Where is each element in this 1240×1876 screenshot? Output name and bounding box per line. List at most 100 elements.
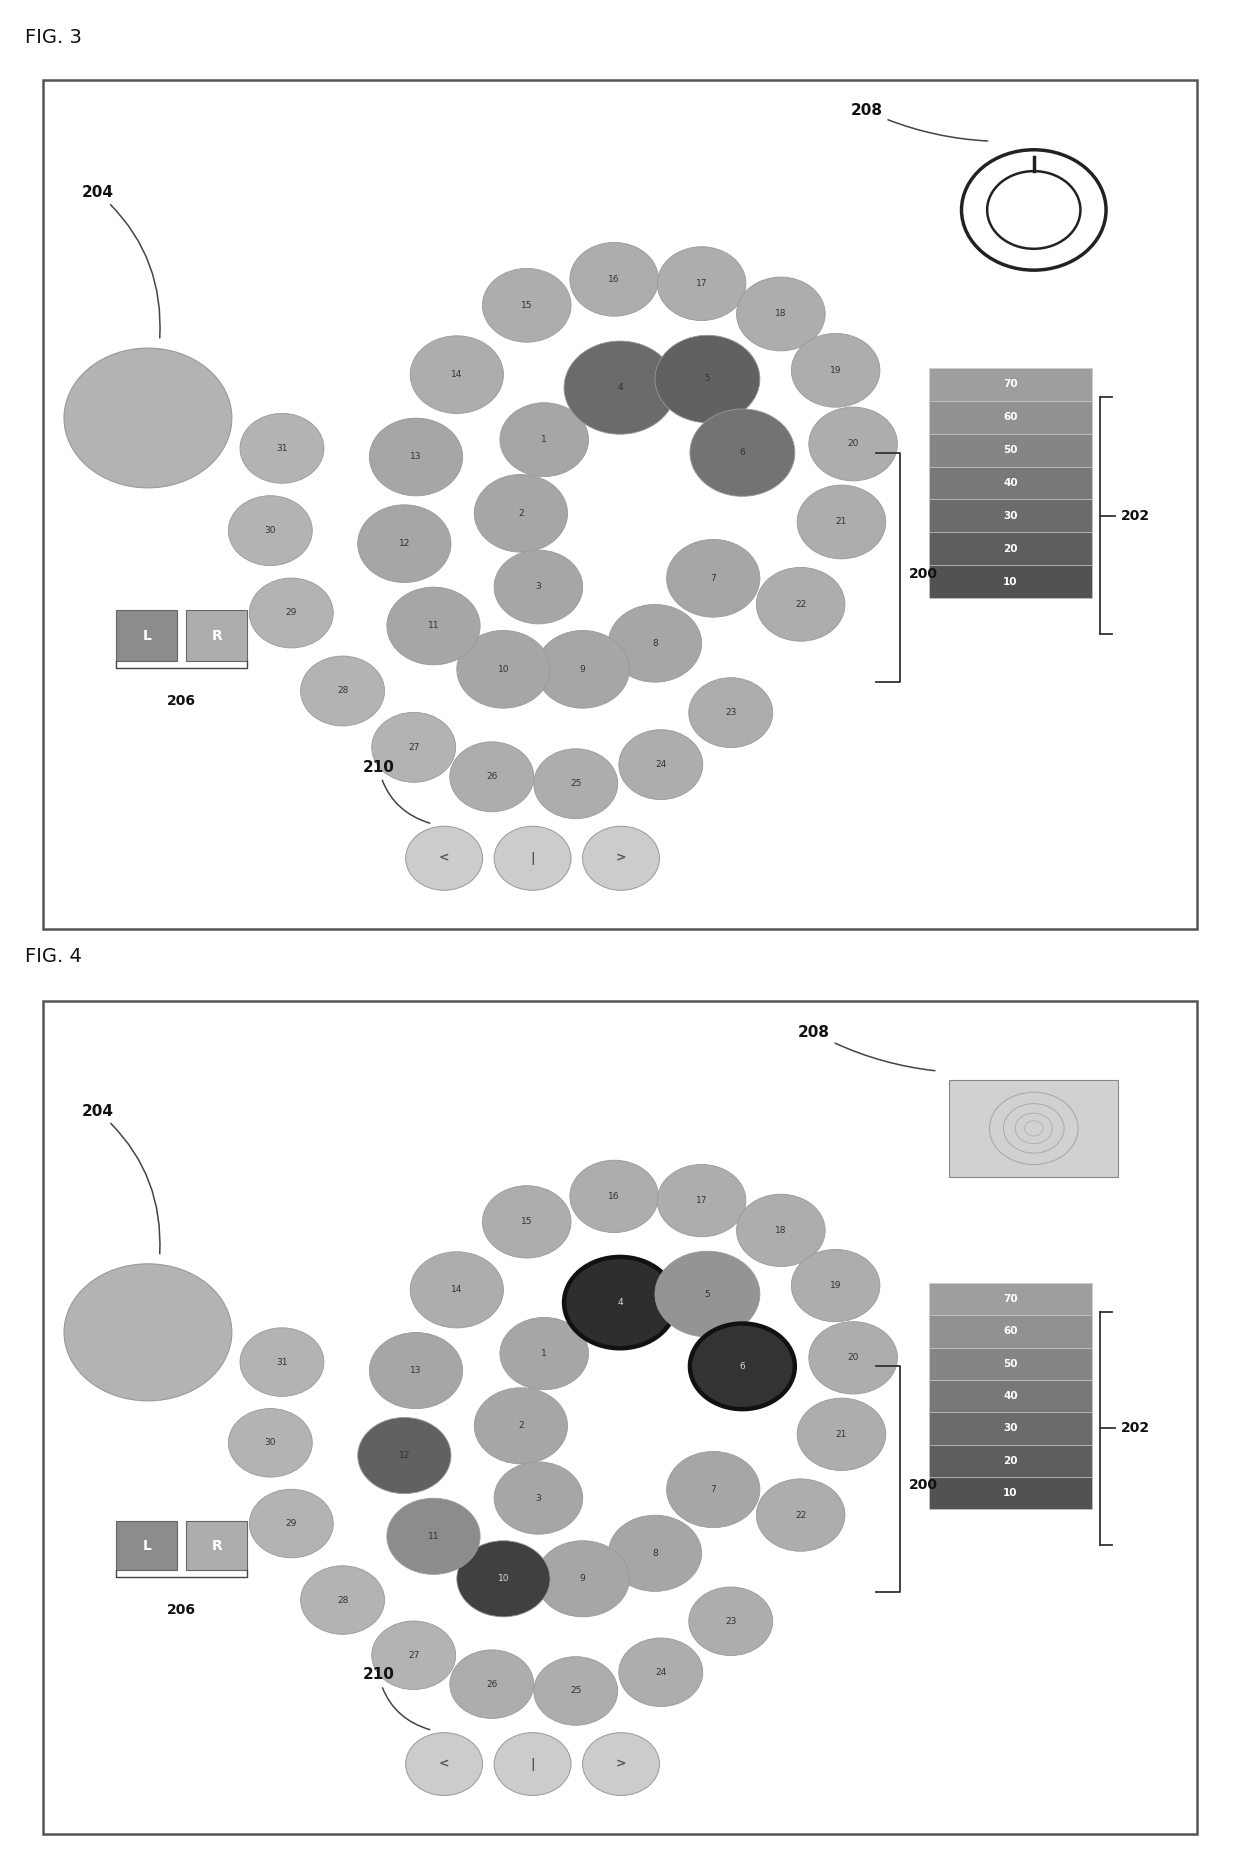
Ellipse shape (688, 677, 773, 749)
Text: 15: 15 (521, 1218, 532, 1227)
Bar (929, 1347, 1092, 1381)
Text: |: | (531, 852, 534, 865)
Text: 206: 206 (167, 1602, 196, 1617)
Text: 19: 19 (830, 1281, 842, 1291)
Text: 24: 24 (655, 760, 666, 769)
Ellipse shape (482, 1186, 572, 1259)
Text: FIG. 4: FIG. 4 (25, 947, 82, 966)
Bar (929, 1315, 1092, 1347)
Text: 50: 50 (1003, 445, 1018, 456)
Text: 8: 8 (652, 1550, 658, 1557)
Text: 3: 3 (536, 1493, 542, 1503)
Text: 10: 10 (1003, 576, 1018, 587)
Bar (186, 1521, 247, 1570)
Ellipse shape (410, 336, 503, 413)
Ellipse shape (474, 475, 568, 552)
Text: 25: 25 (570, 1687, 582, 1696)
Ellipse shape (533, 1657, 618, 1726)
Text: 30: 30 (264, 1439, 277, 1446)
Text: L: L (143, 628, 151, 642)
Bar (929, 1476, 1092, 1508)
Ellipse shape (456, 1540, 551, 1617)
Text: 208: 208 (797, 1024, 935, 1071)
Text: 26: 26 (486, 1679, 497, 1688)
Text: 204: 204 (82, 186, 160, 338)
Ellipse shape (372, 1621, 455, 1690)
Text: 22: 22 (795, 600, 806, 610)
Ellipse shape (405, 1733, 482, 1795)
Ellipse shape (450, 741, 533, 812)
Text: 60: 60 (1003, 1326, 1018, 1336)
Text: 9: 9 (580, 664, 585, 673)
Text: 20: 20 (1003, 1456, 1018, 1465)
Ellipse shape (688, 1587, 773, 1655)
Text: 20: 20 (1003, 544, 1018, 553)
Text: 210: 210 (362, 760, 430, 824)
Text: R: R (211, 628, 222, 642)
Text: <: < (439, 852, 449, 865)
Text: R: R (211, 1538, 222, 1553)
Ellipse shape (619, 1638, 703, 1707)
Text: 50: 50 (1003, 1358, 1018, 1369)
Text: 6: 6 (739, 448, 745, 458)
Text: 19: 19 (830, 366, 842, 375)
Text: 200: 200 (909, 1478, 939, 1491)
Bar (929, 1283, 1092, 1315)
Ellipse shape (609, 1516, 702, 1591)
Ellipse shape (405, 825, 482, 891)
Text: 31: 31 (277, 445, 288, 452)
Text: 10: 10 (1003, 1488, 1018, 1497)
Ellipse shape (808, 407, 898, 480)
Text: 1: 1 (542, 435, 547, 445)
Ellipse shape (737, 278, 825, 351)
Ellipse shape (358, 1418, 451, 1493)
Text: 1: 1 (542, 1349, 547, 1358)
Text: 40: 40 (1003, 478, 1018, 488)
Ellipse shape (494, 550, 583, 625)
Text: 25: 25 (570, 779, 582, 788)
Text: 16: 16 (609, 1191, 620, 1201)
Ellipse shape (756, 567, 844, 642)
Ellipse shape (791, 1249, 880, 1323)
Ellipse shape (655, 1251, 760, 1338)
Ellipse shape (987, 171, 1080, 250)
Text: 28: 28 (337, 1595, 348, 1604)
Ellipse shape (570, 1159, 658, 1233)
Text: 30: 30 (264, 525, 277, 535)
Text: 16: 16 (609, 274, 620, 283)
Text: 21: 21 (836, 518, 847, 527)
Ellipse shape (657, 248, 746, 321)
Ellipse shape (536, 1540, 630, 1617)
Ellipse shape (249, 1490, 334, 1557)
Ellipse shape (737, 1195, 825, 1266)
Ellipse shape (450, 1649, 533, 1718)
Text: 22: 22 (795, 1510, 806, 1520)
Bar (929, 1413, 1092, 1445)
Text: 31: 31 (277, 1358, 288, 1366)
Bar (186, 610, 247, 660)
Ellipse shape (387, 1499, 480, 1574)
Text: 210: 210 (362, 1668, 430, 1730)
Ellipse shape (808, 1323, 898, 1394)
Ellipse shape (655, 336, 760, 422)
Ellipse shape (370, 1332, 463, 1409)
Ellipse shape (609, 604, 702, 683)
Text: 23: 23 (725, 707, 737, 717)
Text: 5: 5 (704, 375, 711, 383)
Ellipse shape (64, 349, 232, 488)
Text: 70: 70 (1003, 1294, 1018, 1304)
Ellipse shape (241, 413, 324, 484)
Text: 11: 11 (428, 1533, 439, 1540)
Ellipse shape (797, 486, 885, 559)
Text: 17: 17 (696, 280, 707, 289)
Ellipse shape (756, 1478, 844, 1551)
Text: 30: 30 (1003, 1424, 1018, 1433)
Ellipse shape (570, 242, 658, 317)
Ellipse shape (791, 334, 880, 407)
Text: 5: 5 (704, 1289, 711, 1298)
Text: 4: 4 (618, 383, 622, 392)
Text: 13: 13 (410, 452, 422, 461)
Bar (929, 433, 1092, 467)
Ellipse shape (494, 1461, 583, 1535)
Text: 30: 30 (1003, 510, 1018, 522)
